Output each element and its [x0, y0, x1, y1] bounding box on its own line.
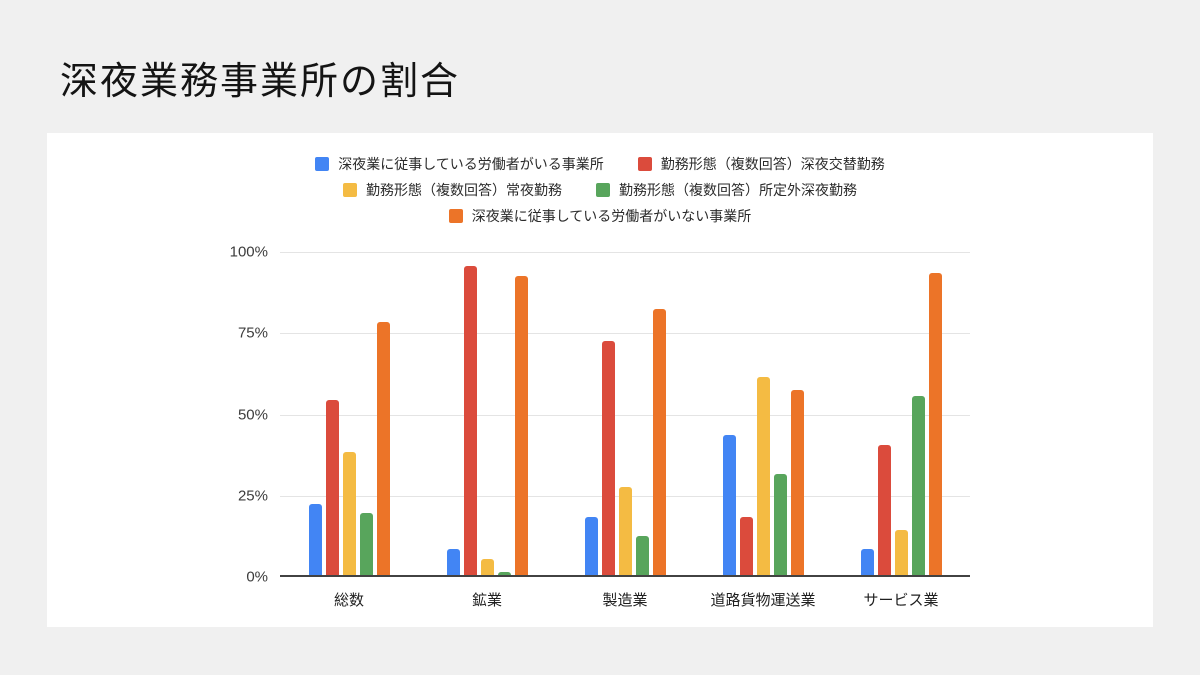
- bar: [514, 276, 528, 575]
- bar: [325, 399, 339, 575]
- x-tick-label: 道路貨物運送業: [710, 592, 816, 609]
- legend-item: 勤務形態（複数回答）所定外深夜勤務: [596, 181, 857, 199]
- x-tick-label: 総数: [333, 592, 364, 609]
- legend-label: 勤務形態（複数回答）常夜勤務: [366, 182, 562, 199]
- plot-area: 0% 25% 50% 75% 100%: [230, 244, 970, 586]
- bar-group: [418, 252, 556, 575]
- legend-swatch-icon: [448, 209, 463, 224]
- bar: [446, 549, 460, 575]
- legend-row: 深夜業に従事している労働者がいない事業所: [448, 207, 752, 225]
- bar: [376, 321, 390, 575]
- bar: [618, 487, 632, 575]
- legend-swatch-icon: [596, 183, 610, 198]
- x-tick-label: 製造業: [602, 592, 648, 609]
- legend-item: 深夜業に従事している労働者がいる事業所: [315, 155, 604, 173]
- legend-label: 勤務形態（複数回答）所定外深夜勤務: [619, 182, 857, 199]
- bar-group: [280, 252, 418, 575]
- bar: [773, 474, 787, 575]
- bar: [756, 376, 770, 575]
- legend-label: 深夜業に従事している労働者がいる事業所: [338, 156, 604, 172]
- legend-item: 勤務形態（複数回答）深夜交替勤務: [637, 155, 885, 173]
- chart-card: 深夜業に従事している労働者がいる事業所 勤務形態（複数回答）深夜交替勤務勤務形態（…: [47, 133, 1153, 627]
- bar: [497, 571, 511, 575]
- legend-label: 勤務形態（複数回答）深夜交替勤務: [660, 156, 885, 172]
- legend-label: 深夜業に従事している労働者がいない事業所: [471, 208, 752, 225]
- bar-chart: 0% 25% 50% 75% 100% 総数 鉱業 製造業 道路貨物運送業 サービス業: [47, 244, 1153, 612]
- bar-group: [694, 252, 832, 575]
- bar: [584, 516, 598, 575]
- gridline: [280, 333, 970, 335]
- x-tick-label: 鉱業: [471, 592, 502, 609]
- y-tick-label: 100%: [229, 243, 268, 261]
- x-axis: 総数 鉱業 製造業 道路貨物運送業 サービス業: [280, 589, 970, 610]
- bar: [860, 549, 874, 575]
- bar: [635, 536, 649, 575]
- bar: [790, 389, 804, 575]
- legend-swatch-icon: [343, 183, 357, 198]
- bar: [894, 529, 908, 575]
- bar: [877, 445, 891, 575]
- y-tick-label: 50%: [237, 406, 268, 423]
- page-title: 深夜業務事業所の割合: [60, 61, 461, 103]
- bar: [928, 272, 942, 575]
- legend-row: 深夜業に従事している労働者がいる事業所 勤務形態（複数回答）深夜交替勤務: [315, 155, 885, 173]
- bar: [739, 516, 753, 575]
- bar: [463, 266, 477, 575]
- y-tick-label: 0%: [246, 568, 268, 586]
- gridline: [280, 414, 970, 416]
- y-tick-label: 75%: [237, 324, 268, 342]
- bar-group: [556, 252, 694, 575]
- bar: [652, 308, 666, 575]
- legend-row: 勤務形態（複数回答）常夜勤務 勤務形態（複数回答）所定外深夜勤務: [343, 181, 857, 199]
- bar: [911, 396, 925, 575]
- legend-swatch-icon: [637, 157, 652, 172]
- bar-group: [832, 252, 970, 575]
- y-tick-label: 25%: [237, 487, 268, 505]
- bar: [308, 503, 322, 575]
- x-tick-label: サービス業: [863, 592, 939, 609]
- legend-item: 深夜業に従事している労働者がいない事業所: [448, 207, 752, 225]
- legend-item: 勤務形態（複数回答）常夜勤務: [343, 181, 562, 199]
- chart-legend: 深夜業に従事している労働者がいる事業所 勤務形態（複数回答）深夜交替勤務勤務形態（…: [47, 155, 1153, 226]
- bar: [601, 341, 615, 575]
- bar-groups: [280, 252, 970, 575]
- legend-swatch-icon: [315, 157, 330, 172]
- bar: [342, 451, 356, 575]
- bar: [722, 435, 736, 575]
- bar: [359, 513, 373, 575]
- gridline: [280, 252, 970, 253]
- bar: [480, 558, 494, 575]
